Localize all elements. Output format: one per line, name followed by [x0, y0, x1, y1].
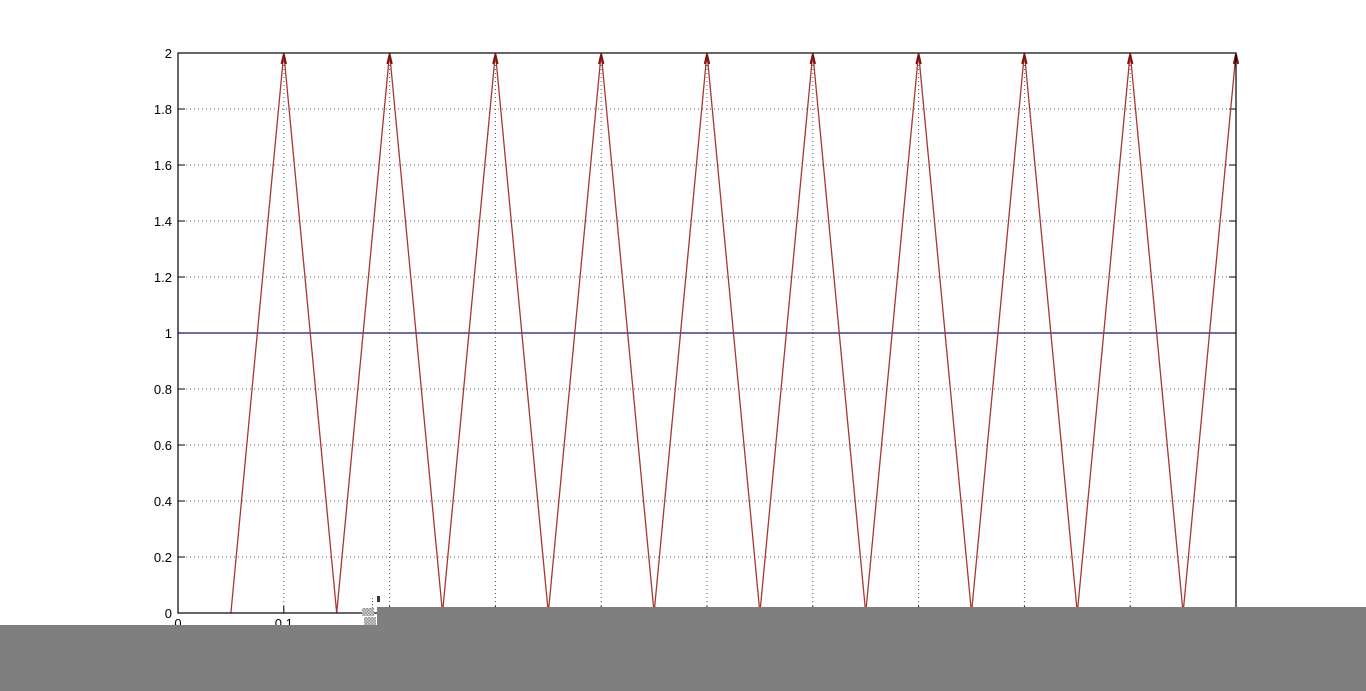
- carrier-peak-tip: [1021, 54, 1028, 65]
- data-series: [178, 52, 1237, 614]
- carrier-peak-tip: [492, 54, 499, 65]
- y-tick-label: 0.4: [153, 494, 172, 509]
- y-tick-label: 0.6: [153, 438, 172, 453]
- carrier-peak-tip: [386, 54, 393, 65]
- carrier-peak-tip: [703, 54, 711, 65]
- y-tick-label: 1: [164, 326, 172, 341]
- overlapping-gray-window: [377, 607, 1366, 691]
- carrier-peak-tip: [915, 54, 922, 65]
- mouse-cursor-artifact-dash: [377, 596, 380, 602]
- y-tick-label: 0: [164, 606, 172, 621]
- mouse-cursor-artifact-checker: [362, 608, 374, 616]
- y-tick-label: 1.8: [153, 102, 172, 117]
- y-tick-label: 0.8: [153, 382, 172, 397]
- y-tick-label: 1.4: [153, 214, 172, 229]
- y-tick-label: 0.2: [153, 550, 172, 565]
- carrier-peak-tip: [809, 54, 816, 65]
- carrier-peak-tip: [1127, 54, 1134, 65]
- triangle-carrier-line: [230, 52, 1237, 614]
- x-tick-label: 0: [174, 616, 182, 631]
- carrier-peak-tip: [280, 54, 287, 65]
- mouse-cursor-artifact-dots: [372, 598, 373, 609]
- mouse-cursor-artifact-checker: [364, 617, 376, 625]
- peak-tip-marks: [280, 54, 1240, 65]
- carrier-peak-tip: [598, 54, 605, 65]
- y-tick-label: 1.6: [153, 158, 172, 173]
- y-tick-label: 2: [164, 46, 172, 61]
- y-tick-label: 1.2: [153, 270, 172, 285]
